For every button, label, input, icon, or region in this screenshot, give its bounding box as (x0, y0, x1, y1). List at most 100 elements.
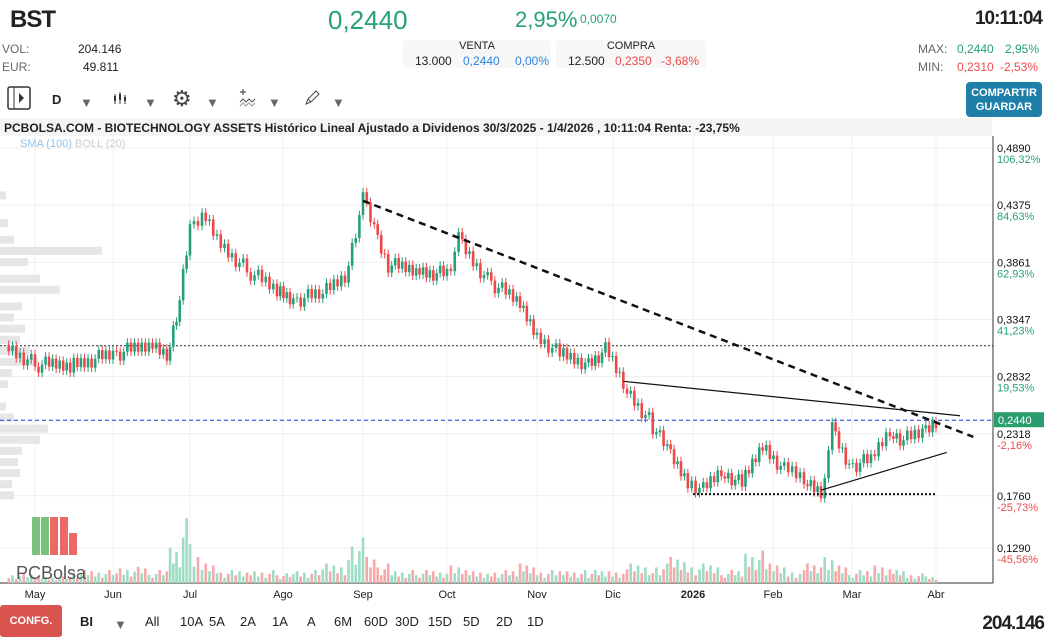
volume-profile-bar (0, 274, 40, 283)
candles-icon[interactable] (112, 90, 130, 106)
candle-body (702, 482, 705, 488)
range-5a[interactable]: 5A (209, 614, 225, 629)
y-tick-percent: -45,56% (997, 554, 1038, 566)
range-1a[interactable]: 1A (272, 614, 288, 629)
volume-bar (716, 567, 720, 583)
candle-body (65, 362, 69, 371)
candle-body (358, 215, 361, 238)
volume-bar (504, 570, 508, 583)
range-10a[interactable]: 10A (180, 614, 204, 629)
sidebar-toggle-icon[interactable] (6, 85, 32, 111)
volume-bar (425, 570, 428, 583)
candle-body (816, 486, 819, 493)
x-tick-label: Nov (527, 589, 547, 601)
x-tick-label: Feb (764, 589, 783, 601)
sma-label[interactable]: SMA (100) (20, 138, 72, 150)
candle-body (600, 352, 604, 364)
candle-body (234, 253, 238, 267)
volume-bar (162, 575, 165, 583)
candle-body (866, 454, 869, 464)
candle-body (365, 192, 369, 203)
candle-body (54, 358, 58, 369)
candle-body (709, 476, 712, 489)
compra-box: COMPRA 12.500 0,2350 -3,68% (556, 40, 706, 68)
candle-body (215, 234, 219, 236)
gear-icon[interactable]: ⚙ (172, 86, 192, 111)
boll-label[interactable]: BOLL (20) (75, 138, 126, 150)
chevron-down-icon[interactable]: ▼ (144, 95, 157, 110)
chevron-down-icon[interactable]: ▼ (114, 617, 127, 632)
candle-body (393, 258, 397, 266)
range-2a[interactable]: 2A (240, 614, 256, 629)
candle-body (72, 357, 76, 373)
volume-bar (837, 565, 841, 583)
candle-body (705, 482, 709, 489)
volume-bar (751, 557, 754, 583)
chevron-down-icon[interactable]: ▼ (332, 95, 345, 110)
volume-bar (192, 566, 196, 583)
volume-bar (178, 567, 182, 583)
volume-bar (468, 575, 471, 583)
indicators-icon[interactable] (238, 88, 258, 108)
range-15d[interactable]: 15D (428, 614, 452, 629)
range-30d[interactable]: 30D (395, 614, 419, 629)
volume-bar (343, 575, 347, 583)
range-1d[interactable]: 1D (527, 614, 544, 629)
volume-bar (188, 544, 192, 583)
chevron-down-icon[interactable]: ▼ (268, 95, 281, 110)
pencil-icon[interactable] (303, 89, 321, 107)
volume-bar (572, 572, 576, 583)
candle-body (181, 268, 185, 301)
config-button[interactable]: CONFG. (0, 605, 62, 637)
volume-bar (590, 573, 594, 583)
volume-bar (611, 576, 614, 583)
pcbolsa-logo: PCBolsa (16, 517, 87, 583)
candle-body (500, 282, 504, 288)
volume-profile-bar (0, 313, 14, 322)
y-tick-label: 0,3347 (997, 314, 1031, 326)
candle-body (61, 360, 65, 371)
candle-body (730, 473, 734, 486)
volume-profile-bar (0, 435, 40, 444)
candle-body (873, 454, 877, 457)
volume-bar (607, 571, 611, 583)
volume-bar (550, 570, 554, 583)
candle-body (204, 212, 208, 222)
volume-bar (709, 565, 712, 583)
chevron-down-icon[interactable]: ▼ (80, 95, 93, 110)
candle-body (86, 358, 90, 368)
volume-bar (618, 577, 622, 583)
candle-body (508, 289, 511, 295)
range-5d[interactable]: 5D (463, 614, 480, 629)
candle-body (884, 432, 888, 447)
period-select[interactable]: D (52, 92, 62, 107)
volume-bar (686, 572, 690, 583)
volume-bar (669, 557, 672, 583)
candle-body (809, 480, 813, 487)
volume-bar (888, 569, 892, 583)
volume-bar (733, 575, 737, 583)
volume-bar (676, 559, 679, 583)
volume-bar (562, 575, 565, 583)
volume-bar (136, 566, 140, 583)
candle-body (844, 447, 848, 465)
range-2d[interactable]: 2D (496, 614, 513, 629)
volume-bar (862, 575, 866, 583)
candle-body (226, 243, 230, 258)
candle-body (547, 339, 550, 353)
volume-bar (690, 567, 694, 583)
range-60d[interactable]: 60D (364, 614, 388, 629)
range-6m[interactable]: 6M (334, 614, 353, 629)
chevron-down-icon[interactable]: ▼ (206, 95, 219, 110)
candle-body (593, 355, 597, 366)
candle-body (590, 358, 594, 366)
volume-bar (726, 573, 730, 583)
scale-select[interactable]: BI (80, 614, 93, 629)
range-a[interactable]: A (307, 614, 316, 629)
volume-bar (234, 575, 238, 583)
volume-bar (790, 572, 794, 583)
candle-body (339, 275, 343, 287)
share-save-button[interactable]: COMPARTIR GUARDAR (966, 82, 1042, 117)
range-all[interactable]: All (145, 614, 160, 629)
